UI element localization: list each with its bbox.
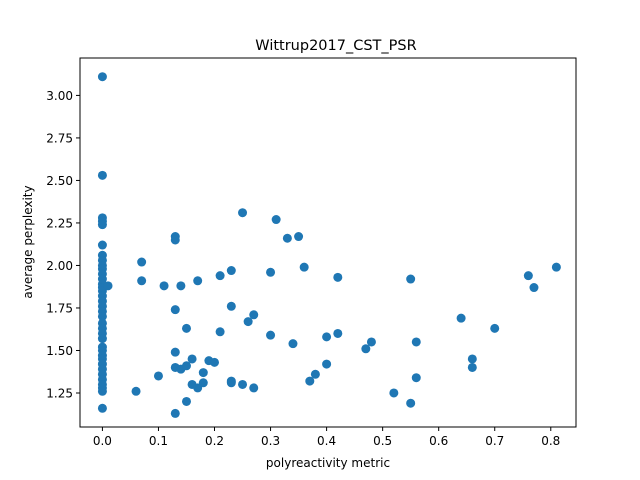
x-axis-label: polyreactivity metric xyxy=(266,456,390,470)
data-point xyxy=(305,376,315,386)
data-point xyxy=(97,334,107,344)
data-point xyxy=(170,235,180,245)
data-point xyxy=(322,332,332,342)
data-point xyxy=(215,271,225,281)
y-tick-label: 2.25 xyxy=(46,216,73,230)
data-point xyxy=(193,276,203,286)
data-point xyxy=(333,272,343,282)
y-tick-label: 2.00 xyxy=(46,259,73,273)
y-tick-label: 2.75 xyxy=(46,131,73,145)
data-point xyxy=(97,170,107,180)
x-tick-label: 0.5 xyxy=(373,434,392,448)
data-point xyxy=(103,281,113,291)
data-point xyxy=(282,233,292,243)
chart-title: Wittrup2017_CST_PSR xyxy=(255,38,416,54)
data-point xyxy=(137,276,147,286)
data-point xyxy=(238,379,248,389)
data-point xyxy=(187,354,197,364)
data-point xyxy=(551,262,561,272)
data-point xyxy=(249,383,259,393)
data-point xyxy=(198,378,208,388)
data-point xyxy=(226,301,236,311)
data-point xyxy=(97,311,107,321)
data-point xyxy=(529,283,539,293)
data-point xyxy=(97,220,107,230)
y-tick-label: 1.25 xyxy=(46,386,73,400)
y-tick-label: 1.75 xyxy=(46,301,73,315)
data-point xyxy=(490,323,500,333)
data-point xyxy=(215,327,225,337)
y-axis-label: average perplexity xyxy=(21,185,35,298)
data-point xyxy=(137,257,147,267)
data-point xyxy=(198,368,208,378)
data-points xyxy=(97,72,561,418)
data-point xyxy=(406,274,416,284)
x-tick-label: 0.1 xyxy=(149,434,168,448)
y-tick-label: 3.00 xyxy=(46,89,73,103)
data-point xyxy=(97,386,107,396)
data-point xyxy=(294,232,304,242)
data-point xyxy=(406,398,416,408)
data-point xyxy=(271,215,281,225)
data-point xyxy=(389,388,399,398)
data-point xyxy=(249,310,259,320)
data-point xyxy=(299,262,309,272)
data-point xyxy=(266,267,276,277)
data-point xyxy=(153,371,163,381)
data-point xyxy=(131,386,141,396)
data-point xyxy=(366,337,376,347)
data-point xyxy=(181,361,191,371)
x-tick-label: 0.4 xyxy=(317,434,336,448)
data-point xyxy=(361,344,371,354)
x-tick-label: 0.7 xyxy=(485,434,504,448)
data-point xyxy=(97,72,107,82)
data-point xyxy=(159,281,169,291)
data-point xyxy=(176,281,186,291)
data-point xyxy=(266,330,276,340)
data-point xyxy=(523,271,533,281)
x-tick-label: 0.8 xyxy=(541,434,560,448)
y-tick-label: 2.50 xyxy=(46,174,73,188)
data-point xyxy=(411,337,421,347)
plot-frame xyxy=(79,57,577,428)
data-point xyxy=(333,328,343,338)
data-point xyxy=(456,313,466,323)
data-point xyxy=(411,373,421,383)
data-point xyxy=(226,378,236,388)
data-point xyxy=(467,354,477,364)
data-point xyxy=(170,305,180,315)
data-point xyxy=(181,396,191,406)
data-point xyxy=(243,317,253,327)
data-point xyxy=(97,240,107,250)
y-axis-ticks: 1.25 1.50 1.75 2.00 2.25 2.50 2.75 3.00 xyxy=(46,89,80,400)
data-point xyxy=(97,403,107,413)
data-point xyxy=(170,347,180,357)
data-point xyxy=(310,369,320,379)
data-point xyxy=(170,408,180,418)
x-tick-label: 0.0 xyxy=(93,434,112,448)
data-point xyxy=(238,208,248,218)
x-tick-label: 0.2 xyxy=(205,434,224,448)
x-tick-label: 0.3 xyxy=(261,434,280,448)
data-point xyxy=(467,362,477,372)
data-point xyxy=(226,266,236,276)
x-tick-label: 0.6 xyxy=(429,434,448,448)
data-point xyxy=(322,359,332,369)
data-point xyxy=(288,339,298,349)
data-point xyxy=(210,357,220,367)
data-point xyxy=(181,323,191,333)
x-axis-ticks: 0.0 0.1 0.2 0.3 0.4 0.5 0.6 0.7 0.8 xyxy=(93,427,560,448)
y-tick-label: 1.50 xyxy=(46,344,73,358)
